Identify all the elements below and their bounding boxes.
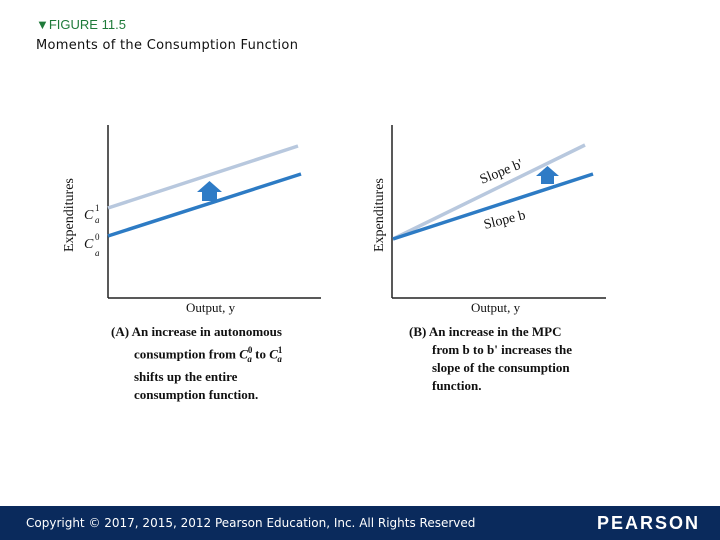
panel-b-x-axis-label: Output, y xyxy=(471,300,521,315)
panel-a-x-axis-label: Output, y xyxy=(186,300,236,315)
panel-b-original-line xyxy=(392,172,594,241)
panel-a-tick-upper: C 1 a xyxy=(84,203,100,225)
panel-a-up-arrow-icon xyxy=(197,181,222,201)
svg-text:0: 0 xyxy=(95,232,100,242)
panel-a-y-axis-label: Expenditures xyxy=(62,178,77,252)
panel-a-lower-consumption-line xyxy=(107,172,302,238)
panel-a-caption: (A) An increase in autonomous consumptio… xyxy=(111,324,283,402)
footer-bar: Copyright © 2017, 2015, 2012 Pearson Edu… xyxy=(0,506,720,540)
svg-text:a: a xyxy=(95,248,100,258)
panel-b-caption: (B) An increase in the MPC from b to b' … xyxy=(409,324,572,393)
panel-b-steeper-line xyxy=(392,143,586,241)
svg-text:C: C xyxy=(84,208,94,223)
panel-b-y-axis-label: Expenditures xyxy=(372,178,387,252)
copyright-text: Copyright © 2017, 2015, 2012 Pearson Edu… xyxy=(26,516,476,530)
figure-label: ▼FIGURE 11.5 xyxy=(36,17,126,32)
figure-title: Moments of the Consumption Function xyxy=(36,38,299,53)
panel-a: Expenditures Output, y C 1 a C 0 a xyxy=(62,125,321,315)
panel-a-tick-lower: C 0 a xyxy=(84,232,100,258)
panel-a-upper-consumption-line xyxy=(107,144,299,210)
panel-b-slope-upper-label: Slope b' xyxy=(478,157,525,188)
svg-text:1: 1 xyxy=(95,203,100,213)
svg-text:C: C xyxy=(84,237,94,252)
svg-text:a: a xyxy=(95,215,100,225)
pearson-logo: PEARSON xyxy=(596,513,700,533)
panel-b: Expenditures Output, y Slope b' Slope b xyxy=(372,125,606,315)
panel-b-slope-lower-label: Slope b xyxy=(482,208,527,233)
panel-b-up-arrow-icon xyxy=(536,166,559,184)
diagram-canvas: Expenditures Output, y C 1 a C 0 a Expen… xyxy=(62,125,606,315)
